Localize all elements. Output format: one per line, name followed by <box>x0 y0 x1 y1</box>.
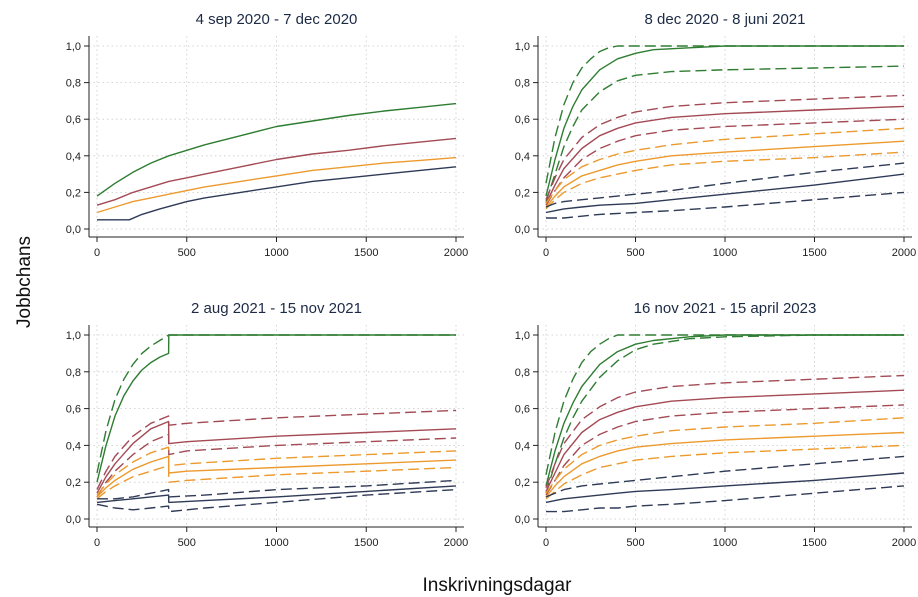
panel-2: 0,0 0,2 0,4 0,6 0,8 1,0 0 500 1000 1500 2000 8 dec … <box>515 11 917 259</box>
series-line-navy-solid <box>545 173 905 214</box>
x-tick-label: 1000 <box>713 537 737 549</box>
y-tick-label: 0,2 <box>66 187 81 199</box>
panel-title: 8 dec 2020 - 8 juni 2021 <box>645 11 806 28</box>
panel-1: 0,0 0,2 0,4 0,6 0,8 1,0 0 500 1000 1500 2000 4 sep … <box>66 11 469 259</box>
y-tick-label: 0,0 <box>66 224 81 236</box>
series-line-red-solid <box>545 389 905 492</box>
panel-4: 0,0 0,2 0,4 0,6 0,8 1,0 0 500 1000 1500 2000 16 nov… <box>515 300 917 549</box>
y-tick-label: 0,8 <box>515 367 530 379</box>
x-tick-label: 2000 <box>444 247 468 259</box>
y-tick-label: 0,6 <box>515 114 530 126</box>
x-tick-label: 1500 <box>354 537 378 549</box>
x-tick-label: 0 <box>543 247 549 259</box>
x-tick-label: 500 <box>178 247 196 259</box>
y-tick-label: 0,6 <box>515 404 530 416</box>
x-axis-title: Inskrivningsdagar <box>423 575 573 596</box>
panel-title: 16 nov 2021 - 15 april 2023 <box>634 300 817 317</box>
series-line-orange-dashed <box>545 151 905 210</box>
series-line-green-solid <box>96 102 457 197</box>
series-line-orange-dashed <box>96 464 457 500</box>
y-tick-label: 0,4 <box>66 440 81 452</box>
series-line-red-dashed <box>545 404 905 496</box>
series-line-orange-solid <box>545 431 905 498</box>
x-tick-label: 1000 <box>264 247 288 259</box>
series-line-green-dashed <box>545 45 904 184</box>
series-line-orange-solid <box>96 455 457 498</box>
y-tick-label: 0,8 <box>66 78 81 90</box>
x-tick-label: 1500 <box>802 247 826 259</box>
panel-title: 2 aug 2021 - 15 nov 2021 <box>191 300 362 317</box>
series-line-green-dashed <box>96 334 456 474</box>
series-line-orange-dashed <box>545 127 905 204</box>
x-tick-label: 1500 <box>354 247 378 259</box>
series-line-orange-dashed <box>96 446 457 496</box>
panels-container: 0,0 0,2 0,4 0,6 0,8 1,0 0 500 1000 1500 2000 4 sep … <box>66 11 917 549</box>
y-tick-label: 0,4 <box>515 440 530 452</box>
panel-3: 0,0 0,2 0,4 0,6 0,8 1,0 0 500 1000 1500 2000 2 aug … <box>66 300 469 549</box>
x-tick-label: 0 <box>94 247 100 259</box>
x-tick-label: 1500 <box>802 537 826 549</box>
x-tick-label: 2000 <box>444 537 468 549</box>
series-line-red-dashed <box>96 409 457 490</box>
series-line-orange-solid <box>96 156 457 214</box>
series-line-red-dashed <box>96 433 457 498</box>
y-tick-label: 0,8 <box>515 78 530 90</box>
y-tick-label: 0,2 <box>515 187 530 199</box>
x-tick-label: 2000 <box>892 537 916 549</box>
y-tick-label: 0,0 <box>515 224 530 236</box>
x-tick-label: 1000 <box>713 247 737 259</box>
y-tick-label: 1,0 <box>515 41 530 53</box>
y-tick-label: 0,2 <box>515 477 530 489</box>
y-axis-title: Jobbchans <box>14 236 35 328</box>
series-line-orange-solid <box>545 140 905 208</box>
x-tick-label: 500 <box>626 537 644 549</box>
series-line-orange-dashed <box>545 444 905 500</box>
series-line-red-solid <box>96 420 457 494</box>
series-line-navy-solid <box>96 485 457 504</box>
series-line-navy-dashed <box>546 485 905 513</box>
y-tick-label: 1,0 <box>66 41 81 53</box>
series-line-red-dashed <box>545 118 905 206</box>
y-tick-label: 0,0 <box>66 514 81 526</box>
x-tick-label: 1000 <box>264 537 288 549</box>
y-tick-label: 0,4 <box>515 151 530 163</box>
x-tick-label: 0 <box>94 537 100 549</box>
series-line-green-solid <box>96 334 456 483</box>
series-line-navy-solid <box>97 166 457 221</box>
series-line-green-dashed <box>545 65 905 202</box>
y-tick-label: 0,6 <box>66 114 81 126</box>
series-line-green-dashed <box>545 334 904 475</box>
x-tick-label: 500 <box>178 537 196 549</box>
y-tick-label: 0,0 <box>515 514 530 526</box>
series-line-navy-dashed <box>96 488 457 513</box>
y-tick-label: 0,4 <box>66 151 81 163</box>
y-tick-label: 0,2 <box>66 477 81 489</box>
y-tick-label: 1,0 <box>515 330 530 342</box>
series-line-orange-dashed <box>545 417 905 494</box>
series-line-red-solid <box>545 105 905 204</box>
series-line-navy-solid <box>545 472 905 504</box>
series-line-navy-dashed <box>97 479 457 500</box>
series-line-navy-dashed <box>545 162 905 208</box>
y-tick-label: 0,6 <box>66 404 81 416</box>
series-line-red-dashed <box>545 94 905 200</box>
series-line-green-solid <box>545 45 904 197</box>
y-tick-label: 1,0 <box>66 330 81 342</box>
series-line-red-dashed <box>545 374 905 488</box>
series-line-green-solid <box>545 334 904 487</box>
series-line-navy-dashed <box>545 455 905 498</box>
series-line-green-dashed <box>545 334 904 494</box>
y-tick-label: 0,8 <box>66 367 81 379</box>
x-tick-label: 0 <box>543 537 549 549</box>
panel-title: 4 sep 2020 - 7 dec 2020 <box>196 11 358 28</box>
x-tick-label: 2000 <box>892 247 916 259</box>
x-tick-label: 500 <box>626 247 644 259</box>
series-line-red-solid <box>96 137 457 206</box>
series-line-navy-dashed <box>546 191 905 219</box>
